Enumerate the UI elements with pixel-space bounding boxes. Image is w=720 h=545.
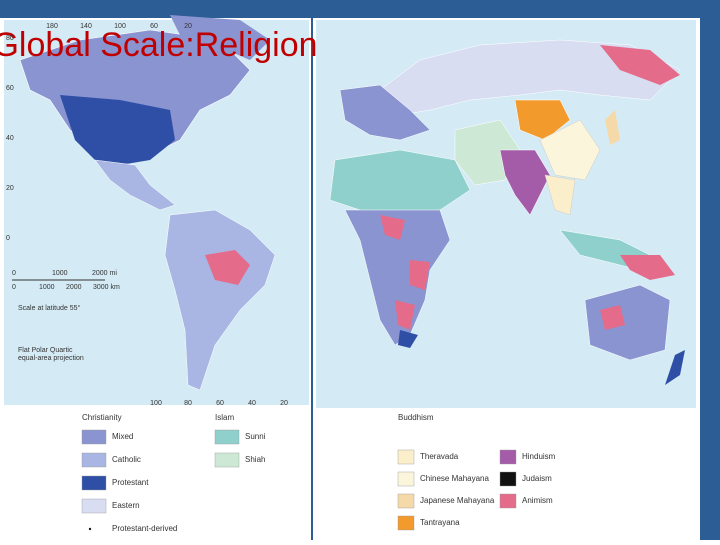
legend-label: Hinduism: [522, 452, 556, 461]
amazon-animism: [205, 250, 250, 285]
scale-label: 1000: [39, 284, 55, 291]
legend-swatch: [397, 515, 415, 531]
russia: [379, 39, 681, 116]
longitude-label: 80: [184, 400, 192, 407]
legend-heading: Islam: [215, 413, 234, 422]
legend-swatch: [397, 493, 415, 509]
longitude-label: 60: [150, 23, 158, 30]
scale-label: 2000: [66, 284, 82, 291]
projection-note: equal-area projection: [18, 355, 84, 362]
legend-label: Protestant-derived: [112, 524, 177, 533]
legend-label: Shiah: [245, 455, 265, 464]
south-africa: [398, 330, 418, 348]
siberia-animism: [600, 45, 680, 85]
latitude-label: 60: [6, 85, 14, 92]
southeast-asia: [544, 174, 576, 216]
scale-note: Scale at latitude 55°: [18, 304, 81, 312]
legend-swatch: [499, 449, 517, 465]
greenland: [170, 15, 270, 60]
legend-swatch: [81, 498, 107, 514]
scale-label: 0: [12, 284, 16, 291]
longitude-label: 100: [150, 400, 162, 407]
legend-swatch: [397, 471, 415, 487]
legend-label: Mixed: [112, 432, 133, 441]
projection-note: Flat Polar Quartic: [18, 347, 73, 354]
australia-animism: [600, 305, 625, 330]
longitude-label: 100: [114, 23, 126, 30]
legend-heading: Buddhism: [398, 413, 434, 422]
legend-swatch: [81, 429, 107, 445]
latitude-label: 80: [6, 35, 14, 42]
new-guinea: [620, 255, 675, 280]
india: [499, 149, 551, 216]
new-zealand: [665, 350, 685, 385]
africa-animism: [380, 215, 430, 330]
legend-label: Chinese Mahayana: [420, 474, 489, 483]
legend-heading: Christianity: [82, 413, 122, 422]
legend-label: Catholic: [112, 455, 141, 464]
longitude-label: 20: [280, 400, 288, 407]
legend-swatch: [81, 475, 107, 491]
latitude-label: 0: [6, 235, 10, 242]
scale-label: 1000: [52, 270, 68, 277]
legend-label: Tantrayana: [420, 518, 460, 527]
legend-label: Theravada: [420, 452, 459, 461]
usa: [60, 95, 175, 165]
longitude-label: 60: [216, 400, 224, 407]
legend-label: Judaism: [522, 474, 552, 483]
latitude-label: 40: [6, 135, 14, 142]
scale-label: 3000 km: [93, 284, 120, 291]
legend-swatch: [499, 471, 517, 487]
legend-swatch: [397, 449, 415, 465]
scale-label: 2000 mi: [92, 270, 117, 277]
slide-title: Global Scale:Religion: [0, 26, 318, 64]
japan: [605, 110, 620, 145]
longitude-label: 40: [248, 400, 256, 407]
china: [539, 119, 601, 181]
longitude-label: 180: [46, 23, 58, 30]
latitude-label: 20: [6, 185, 14, 192]
longitude-label: 140: [80, 23, 92, 30]
legend-swatch: [214, 429, 240, 445]
scale-label: 0: [12, 270, 16, 277]
central-america: [94, 159, 176, 211]
south-america: [164, 209, 276, 391]
legend-label: Protestant: [112, 478, 149, 487]
europe: [339, 84, 431, 141]
longitude-label: 20: [184, 23, 192, 30]
legend-swatch: [88, 527, 92, 531]
legend-label: Animism: [522, 496, 553, 505]
legend-swatch: [81, 452, 107, 468]
legend-label: Japanese Mahayana: [420, 496, 495, 505]
legend-label: Eastern: [112, 501, 140, 510]
australia: [584, 284, 671, 361]
legend-swatch: [499, 493, 517, 509]
legend-swatch: [214, 452, 240, 468]
mongolia-tibet: [514, 99, 571, 141]
legend-label: Sunni: [245, 432, 266, 441]
